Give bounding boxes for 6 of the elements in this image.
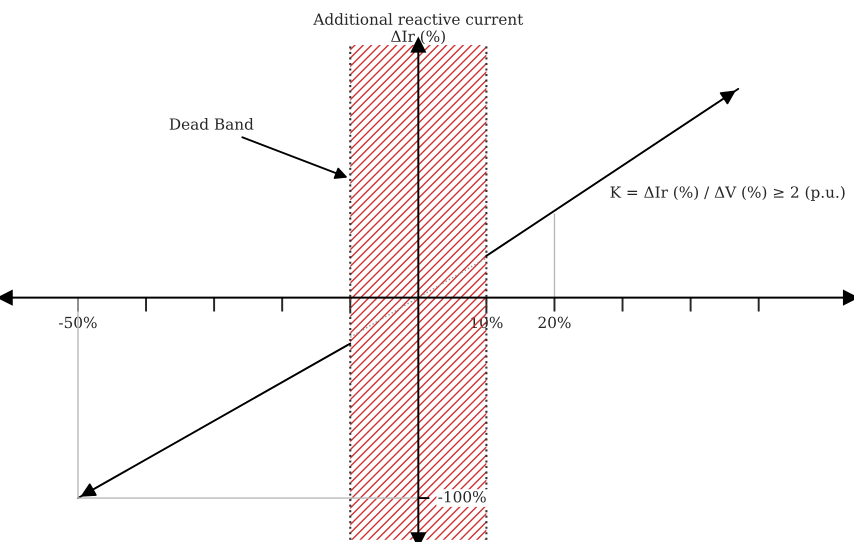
x-tick-label: 20% <box>538 316 571 328</box>
annotation: Dead Band <box>170 118 254 130</box>
y-axis-title: Additional reactive current ΔIr (%) <box>313 13 524 44</box>
x-tick-label: -50% <box>59 316 97 328</box>
annotation: K = ΔIr (%) / ΔV (%) ≥ 2 (p.u.) <box>610 186 845 201</box>
annotation: -100% <box>438 490 486 503</box>
